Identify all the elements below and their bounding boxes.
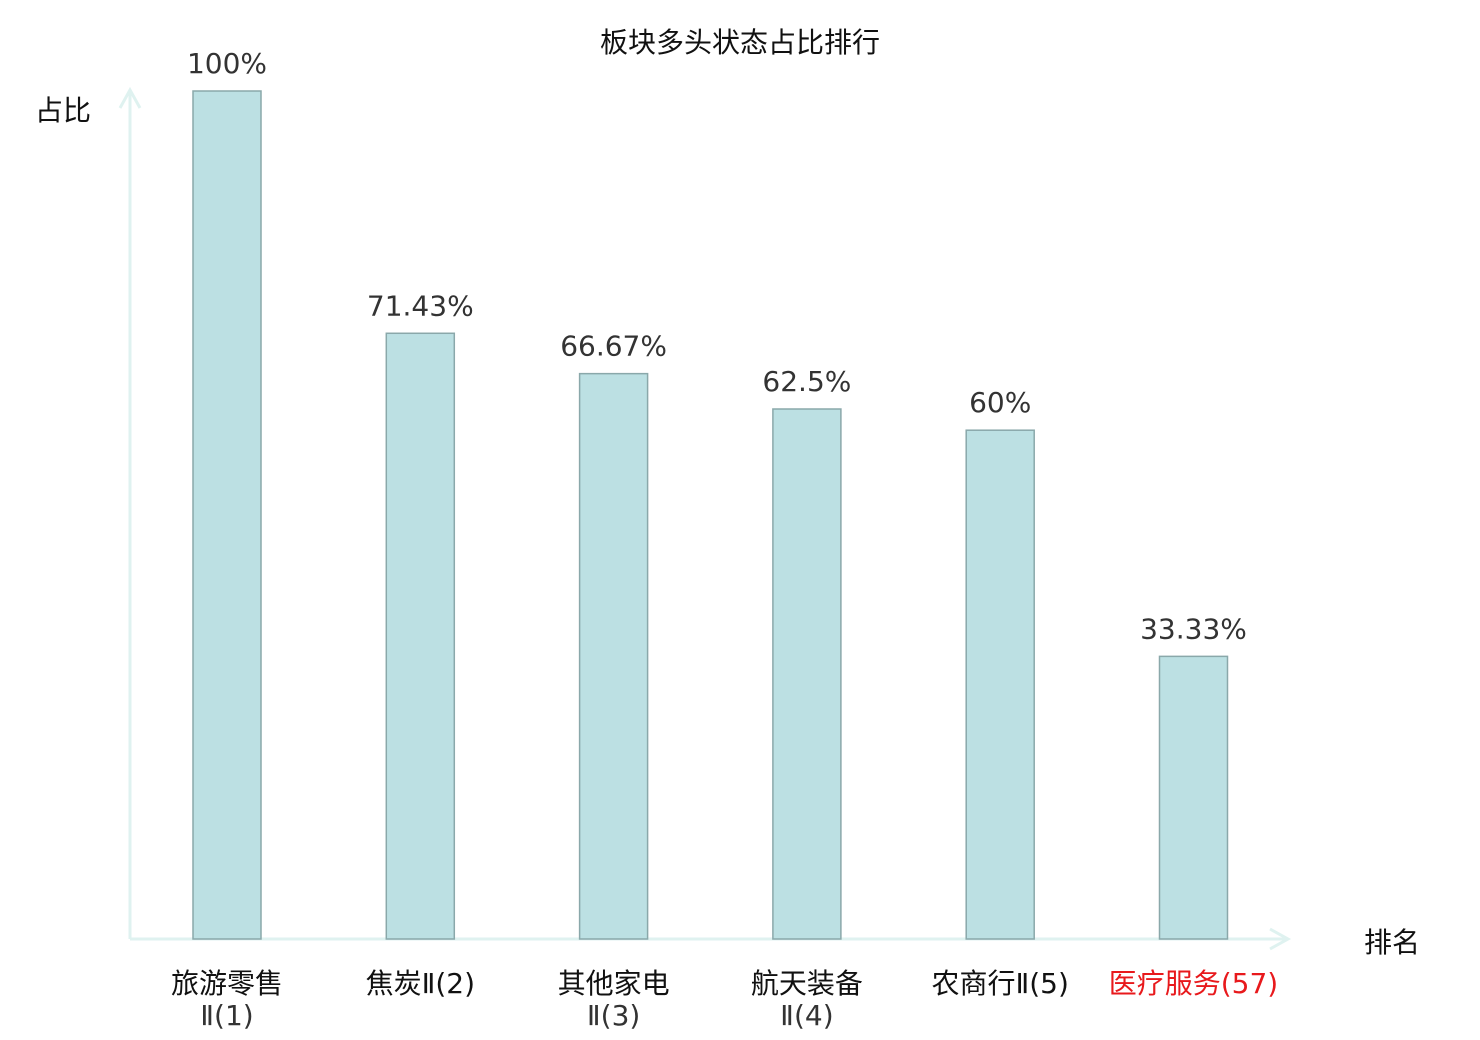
- x-tick-label: 医疗服务(57): [1109, 967, 1278, 1000]
- x-tick-label: 航天装备 Ⅱ(4): [751, 967, 863, 1032]
- bar: [385, 332, 456, 940]
- x-tick-label: 焦炭Ⅱ(2): [366, 967, 475, 1000]
- data-label: 33.33%: [1140, 612, 1247, 645]
- x-tick-label: 旅游零售 Ⅱ(1): [171, 967, 283, 1032]
- x-axis-arrow-icon: [1269, 927, 1292, 951]
- data-label: 71.43%: [367, 289, 474, 322]
- x-tick-label: 其他家电 Ⅱ(3): [558, 967, 670, 1032]
- y-axis-label: 占比: [35, 94, 91, 127]
- bar: [772, 408, 842, 940]
- bar: [192, 90, 262, 940]
- bar: [965, 429, 1035, 940]
- data-label: 66.67%: [560, 330, 667, 363]
- x-axis-label: 排名: [1364, 926, 1420, 959]
- y-axis-arrow-icon: [118, 86, 142, 109]
- chart-title: 板块多头状态占比排行: [600, 26, 880, 59]
- data-label: 60%: [969, 386, 1031, 419]
- x-tick-label: 农商行Ⅱ(5): [931, 967, 1068, 1000]
- bar: [578, 372, 649, 940]
- data-label: 62.5%: [762, 365, 851, 398]
- data-label: 100%: [187, 47, 267, 80]
- bar: [1158, 655, 1229, 940]
